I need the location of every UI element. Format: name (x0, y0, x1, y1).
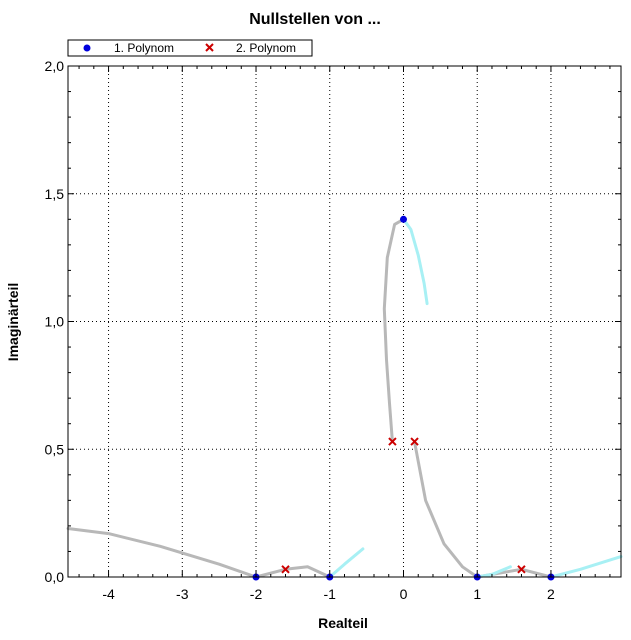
y-tick-label-1: 0,5 (45, 441, 65, 457)
legend-label-series-2: 2. Polynom (236, 41, 296, 55)
trajectory-9 (549, 555, 623, 579)
trajectory-4 (284, 565, 332, 579)
x-tick-label-3: -1 (324, 586, 337, 602)
series-2-point-1 (410, 437, 419, 446)
chart-title: Nullstellen von ... (249, 11, 381, 28)
trajectory-1 (413, 440, 479, 579)
series-2-point-2 (281, 565, 290, 574)
y-axis-title: Imaginärteil (5, 283, 21, 362)
root-trajectories (66, 217, 623, 579)
x-tick-label-4: 0 (400, 586, 408, 602)
x-tick-label-1: -3 (176, 586, 189, 602)
x-tick-label-6: 2 (547, 586, 555, 602)
x-tick-label-0: -4 (102, 586, 115, 602)
grid (68, 65, 621, 577)
trajectory-7 (328, 547, 365, 579)
legend-marker-series-1 (83, 44, 91, 52)
trajectory-2 (66, 527, 258, 579)
x-tick-label-5: 1 (473, 586, 481, 602)
x-tick-label-2: -2 (250, 586, 263, 602)
trajectory-0 (382, 217, 405, 444)
series-2-point-3 (517, 565, 526, 574)
y-tick-label-2: 1,0 (45, 314, 65, 330)
y-tick-label-0: 0,0 (45, 569, 65, 585)
legend: 1. Polynom 2. Polynom (67, 39, 313, 57)
trajectory-6 (402, 217, 429, 306)
series-2-point-0 (388, 437, 397, 446)
axes (67, 65, 622, 578)
tick-labels: -4 -3 -2 -1 0 1 2 0,0 0,5 1,0 1,5 2,0 (45, 58, 556, 602)
legend-label-series-1: 1. Polynom (114, 41, 174, 55)
legend-marker-series-2 (205, 43, 214, 52)
y-tick-label-3: 1,5 (45, 186, 65, 202)
series-1-point-0 (399, 215, 407, 223)
x-axis-title: Realteil (318, 615, 368, 631)
trajectory-3 (254, 567, 287, 579)
y-tick-label-4: 2,0 (45, 58, 65, 74)
legend-box (67, 39, 313, 57)
